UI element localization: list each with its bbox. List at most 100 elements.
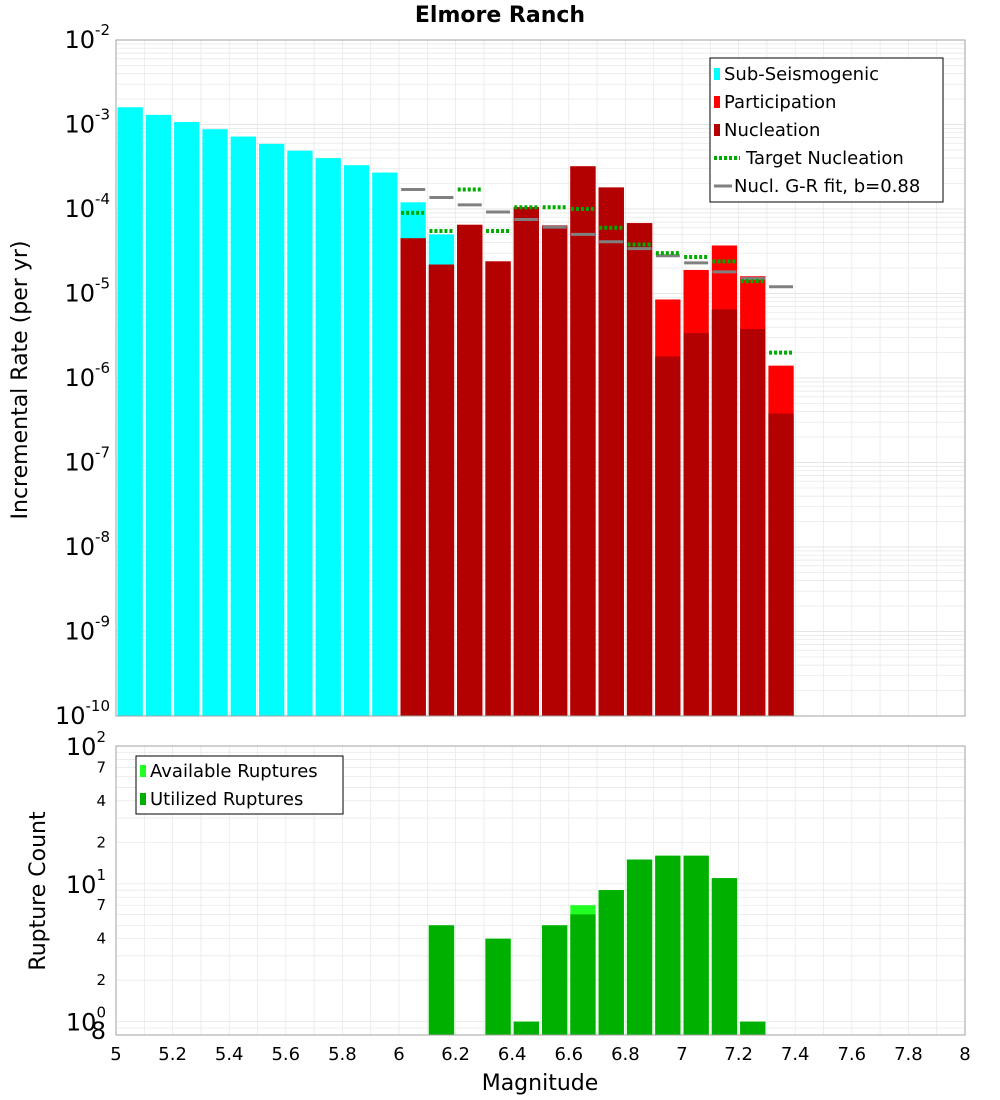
nucleation-bar bbox=[457, 224, 483, 716]
tick-exponent: -10 bbox=[86, 697, 111, 715]
nucleation-bar bbox=[683, 333, 709, 716]
x-tick-label: 5.8 bbox=[328, 1044, 357, 1065]
count-y-tick-label: 102 bbox=[66, 728, 106, 761]
nucleation-bar bbox=[626, 223, 653, 716]
tick-exponent: 1 bbox=[96, 866, 106, 884]
tick-exponent: -4 bbox=[95, 190, 110, 208]
nucleation-bar bbox=[768, 413, 794, 716]
x-tick-label: 6.6 bbox=[554, 1044, 583, 1065]
nucleation-bar bbox=[485, 261, 511, 716]
rate-y-tick-label: 10-5 bbox=[64, 275, 110, 308]
utilized-ruptures-bar bbox=[598, 890, 624, 1035]
tick-exponent: -5 bbox=[95, 275, 110, 293]
legend-label: Available Ruptures bbox=[150, 761, 318, 782]
tick-exponent: -6 bbox=[95, 359, 110, 377]
tick-base: 10 bbox=[66, 733, 97, 761]
legend-label: Participation bbox=[724, 92, 836, 113]
legend-swatch bbox=[140, 793, 146, 805]
nucleation-bar bbox=[711, 309, 738, 716]
utilized-ruptures-bar bbox=[655, 855, 681, 1035]
rate-y-tick-label: 10-4 bbox=[64, 190, 110, 223]
x-tick-label: 7.2 bbox=[724, 1044, 753, 1065]
x-tick-label: 5 bbox=[110, 1044, 121, 1065]
sub-seismogenic-bar bbox=[145, 114, 172, 717]
x-tick-label: 6.8 bbox=[611, 1044, 640, 1065]
rate-y-axis-label: Incremental Rate (per yr) bbox=[8, 241, 33, 520]
count-y-minor-tick-label: 7 bbox=[96, 758, 106, 776]
nucleation-bar bbox=[542, 225, 568, 716]
legend-swatch bbox=[714, 124, 720, 136]
rate-y-tick-label: 10-6 bbox=[64, 359, 110, 392]
tick-base: 10 bbox=[64, 449, 95, 477]
x-tick-label: 7.8 bbox=[894, 1044, 923, 1065]
tick-base: 10 bbox=[64, 618, 95, 646]
nucleation-bar bbox=[570, 166, 596, 716]
x-axis-label: Magnitude bbox=[482, 1071, 599, 1096]
x-tick-label: 6.4 bbox=[498, 1044, 527, 1065]
tick-exponent: -2 bbox=[95, 21, 110, 39]
tick-exponent: -7 bbox=[95, 444, 110, 462]
utilized-ruptures-bar bbox=[513, 1021, 539, 1035]
legend-label: Sub-Seismogenic bbox=[724, 64, 879, 85]
legend-label: Utilized Ruptures bbox=[150, 789, 303, 810]
count-y-minor-tick-label: 8 bbox=[91, 1017, 106, 1045]
legend-label: Target Nucleation bbox=[745, 148, 904, 169]
tick-base: 10 bbox=[64, 26, 95, 54]
x-tick-label: 5.2 bbox=[158, 1044, 187, 1065]
legend-label: Nucl. G-R fit, b=0.88 bbox=[734, 176, 920, 197]
tick-base: 10 bbox=[66, 1009, 97, 1037]
x-tick-label: 7.6 bbox=[837, 1044, 866, 1065]
nucleation-bar bbox=[400, 238, 426, 717]
tick-base: 10 bbox=[64, 280, 95, 308]
nucleation-bar bbox=[655, 356, 681, 716]
tick-base: 10 bbox=[64, 195, 95, 223]
sub-seismogenic-bar bbox=[259, 143, 285, 716]
count-y-tick-label: 101 bbox=[66, 866, 106, 899]
sub-seismogenic-bar bbox=[343, 165, 370, 717]
rate-y-tick-label: 10-9 bbox=[64, 613, 110, 646]
nucleation-bar bbox=[740, 329, 766, 716]
utilized-ruptures-bar bbox=[542, 925, 568, 1035]
count-y-minor-tick-label: 4 bbox=[96, 792, 106, 810]
count-y-minor-tick-label: 2 bbox=[96, 833, 106, 851]
tick-base: 10 bbox=[64, 533, 95, 561]
utilized-ruptures-bar bbox=[428, 925, 455, 1035]
sub-seismogenic-bar bbox=[117, 107, 143, 717]
x-tick-label: 8 bbox=[959, 1044, 970, 1065]
utilized-ruptures-bar bbox=[740, 1021, 766, 1035]
count-legend-box bbox=[135, 755, 344, 815]
sub-seismogenic-bar bbox=[287, 150, 313, 716]
tick-base: 10 bbox=[55, 702, 86, 730]
utilized-ruptures-bar bbox=[626, 859, 653, 1035]
rate-y-tick-label: 10-3 bbox=[64, 106, 110, 139]
rate-y-tick-label: 10-2 bbox=[64, 21, 110, 54]
sub-seismogenic-bar bbox=[230, 136, 256, 716]
sub-seismogenic-bar bbox=[372, 172, 398, 717]
tick-exponent: 0 bbox=[96, 1004, 106, 1022]
rate-legend: Sub-Seismogenic Participation Nucleation Ta… bbox=[709, 57, 944, 203]
x-tick-label: 6 bbox=[393, 1044, 404, 1065]
sub-seismogenic-bar bbox=[174, 122, 200, 716]
count-y-minor-tick-label: 7 bbox=[96, 896, 106, 914]
nucleation-bar bbox=[598, 187, 624, 717]
tick-base: 10 bbox=[66, 871, 97, 899]
x-tick-label: 5.6 bbox=[271, 1044, 300, 1065]
x-axis-ticks: 5 5.2 5.4 5.6 5.8 6 6.2 6.4 6.6 6.8 7 7.2 7.4 7.6 7.8 8 bbox=[110, 1044, 970, 1065]
legend-swatch bbox=[714, 96, 720, 108]
utilized-ruptures-bar bbox=[711, 878, 738, 1035]
sub-seismogenic-bar bbox=[315, 158, 341, 717]
rate-y-tick-label: 10-10 bbox=[55, 697, 110, 730]
tick-base: 10 bbox=[64, 111, 95, 139]
x-tick-label: 5.4 bbox=[215, 1044, 244, 1065]
legend-label: Nucleation bbox=[724, 120, 820, 141]
count-y-minor-tick-label: 4 bbox=[96, 930, 106, 948]
count-y-minor-tick-label: 2 bbox=[96, 971, 106, 989]
nucleation-bar bbox=[428, 264, 455, 716]
x-tick-label: 7.4 bbox=[781, 1044, 810, 1065]
utilized-ruptures-bar bbox=[683, 855, 709, 1035]
